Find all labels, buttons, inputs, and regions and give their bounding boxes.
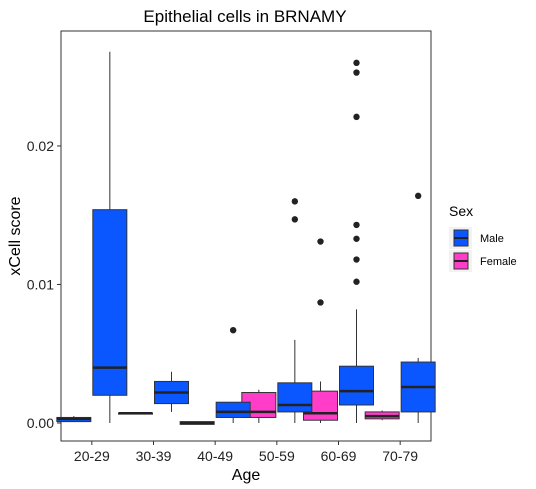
legend-label: Male: [480, 233, 504, 245]
outlier-point: [353, 256, 360, 263]
y-tick-label: 0.00: [27, 415, 54, 431]
outlier-point: [353, 69, 360, 76]
x-tick-label: 70-79: [382, 448, 418, 464]
outlier-point: [353, 278, 360, 285]
outlier-point: [353, 235, 360, 242]
x-tick-label: 20-29: [74, 448, 110, 464]
box: [215, 401, 251, 418]
y-axis: 0.00 0.01 0.02: [27, 138, 61, 431]
outlier-point: [317, 299, 324, 306]
outlier-point: [353, 221, 360, 229]
box: [339, 365, 374, 406]
y-axis-title: xCell score: [7, 196, 24, 275]
chart-title: Epithelial cells in BRNAMY: [143, 7, 346, 26]
x-tick-label: 40-49: [197, 448, 233, 464]
outlier-point: [414, 192, 422, 200]
outlier-point: [353, 113, 360, 121]
x-tick-label: 60-69: [321, 448, 357, 464]
outlier-point: [291, 216, 299, 223]
legend-label: Female: [480, 256, 517, 268]
box: [277, 382, 313, 413]
y-tick-label: 0.02: [27, 138, 54, 154]
box: [92, 209, 128, 396]
outlier-point: [353, 59, 360, 67]
x-tick-label: 50-59: [259, 448, 295, 464]
legend-title: Sex: [449, 203, 473, 219]
x-axis: 20-29 30-39 40-49 50-59 60-69 70-79: [74, 441, 418, 464]
outlier-point: [291, 198, 299, 205]
outlier-point: [229, 326, 237, 334]
plot-marks: [56, 51, 436, 425]
x-tick-label: 30-39: [136, 448, 172, 464]
y-tick-label: 0.01: [27, 276, 54, 292]
x-axis-title: Age: [232, 467, 261, 484]
outlier-point: [317, 238, 324, 245]
legend: Sex Male Female: [449, 203, 517, 272]
